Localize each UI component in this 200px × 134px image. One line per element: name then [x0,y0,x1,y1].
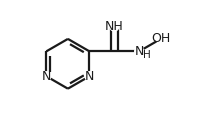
Circle shape [156,34,165,43]
Text: N: N [135,45,144,58]
Text: N: N [42,70,51,83]
Circle shape [110,22,119,31]
Circle shape [85,72,94,81]
Text: OH: OH [151,32,170,45]
Circle shape [135,47,144,56]
Text: NH: NH [105,20,124,33]
Circle shape [42,72,51,81]
Text: H: H [143,50,151,60]
Text: N: N [85,70,94,83]
